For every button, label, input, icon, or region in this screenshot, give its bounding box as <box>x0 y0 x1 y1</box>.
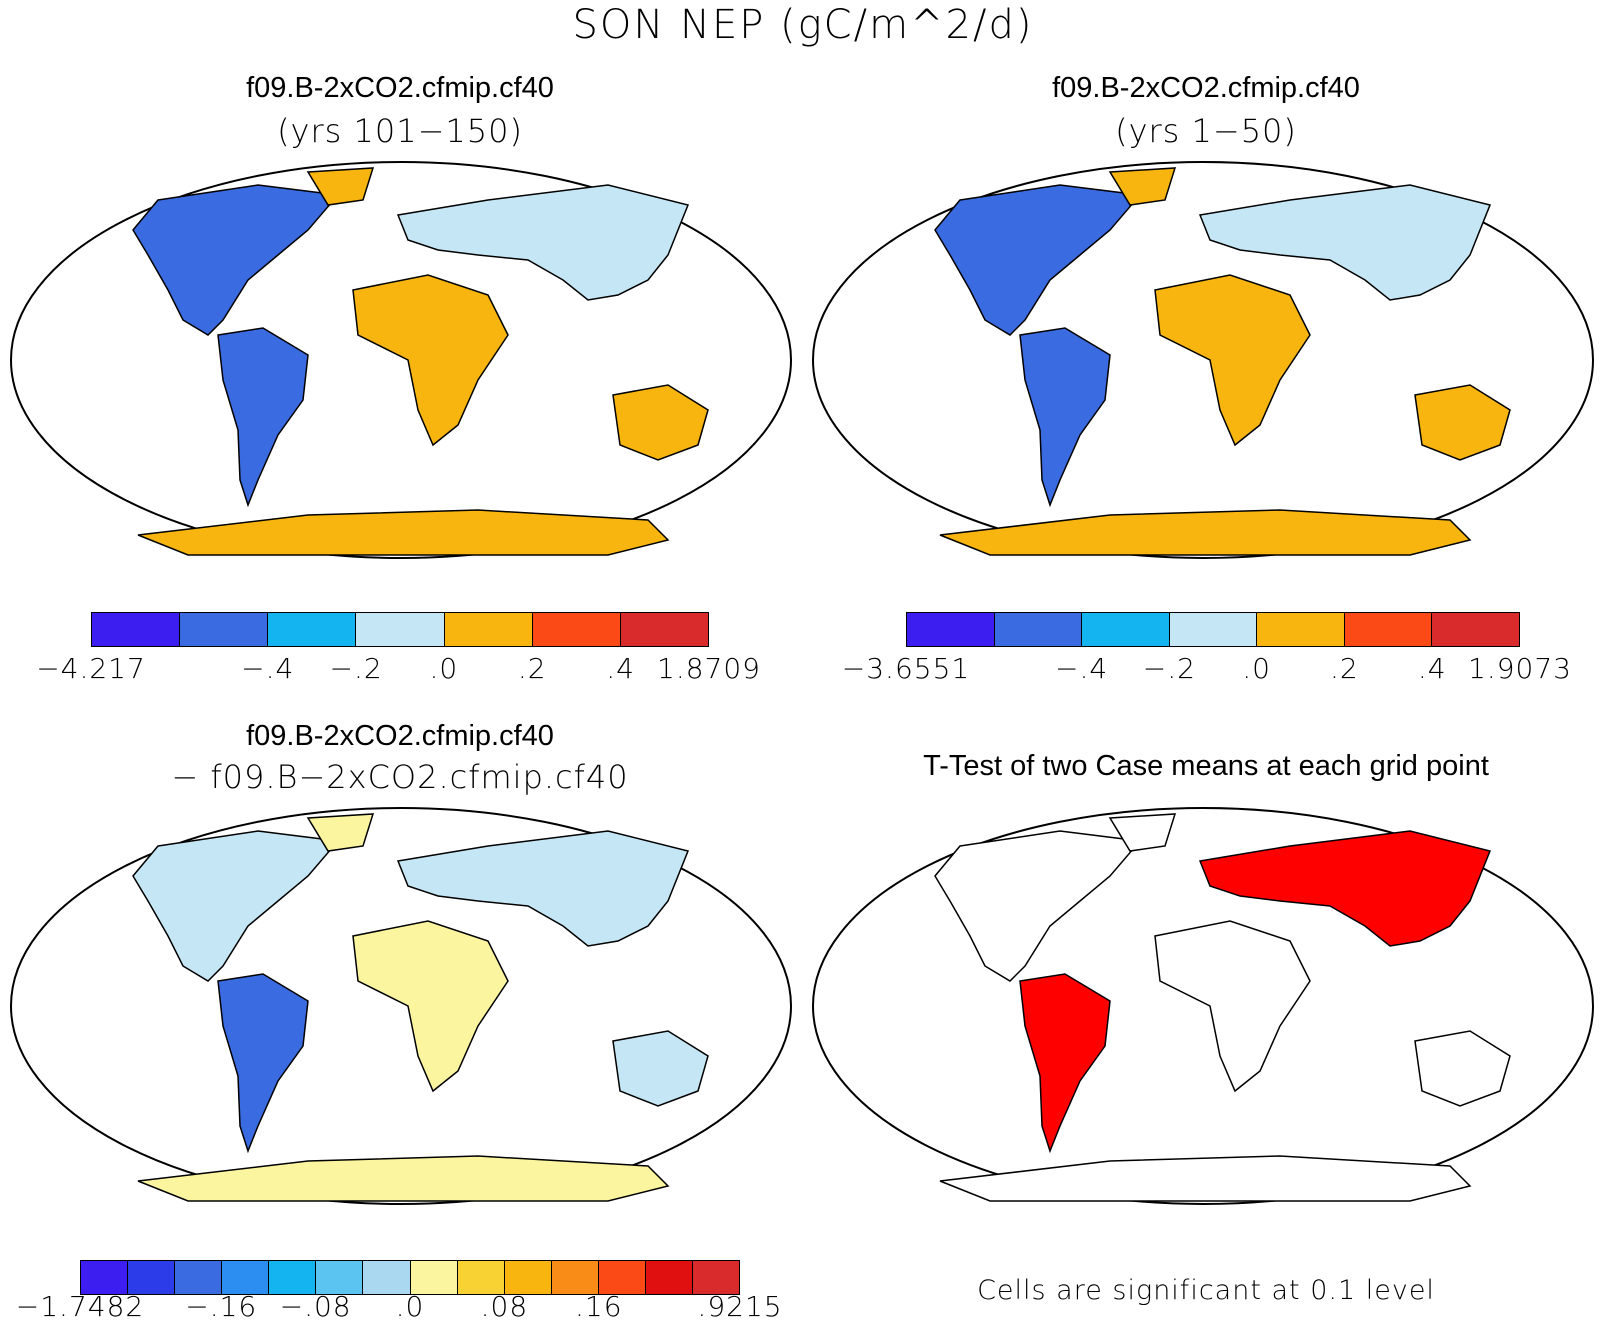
colorbar-swatch <box>1344 613 1433 646</box>
colorbar-swatch <box>444 613 533 646</box>
panel-3-subtitle: − f09.B−2xCO2.cfmip.cf40 <box>171 758 629 796</box>
colorbar-swatch <box>551 1261 599 1294</box>
antarctica-land <box>939 1155 1472 1202</box>
panel-2-colorbar-ticks: −3.6551 −.4 −.2 .0 .2 .4 1.9073 <box>842 652 1571 688</box>
colorbar-tick-label: −.2 <box>1142 652 1196 685</box>
panel-2-colorbar <box>906 612 1520 647</box>
australia-land <box>612 1030 709 1107</box>
australia-land <box>1414 1030 1511 1107</box>
colorbar-tick-label: −.08 <box>279 1290 352 1323</box>
significance-note: Cells are significant at 0.1 level <box>977 1275 1435 1306</box>
colorbar-swatch <box>693 1261 740 1294</box>
colorbar-swatch <box>532 613 621 646</box>
colorbar-tick-label: 1.8709 <box>657 652 761 685</box>
europe-asia-land <box>396 184 690 301</box>
colorbar-tick-label: .0 <box>1242 652 1271 685</box>
antarctica-land <box>137 1155 670 1202</box>
south-america-land <box>217 973 309 1154</box>
colorbar-tick-label: .4 <box>606 652 635 685</box>
europe-asia-land <box>1198 184 1492 301</box>
colorbar-swatch <box>410 1261 458 1294</box>
colorbar-tick-label: −.4 <box>1055 652 1109 685</box>
colorbar-swatch <box>363 1261 411 1294</box>
colorbar-tick-label: −.16 <box>185 1290 258 1323</box>
africa-land <box>1154 920 1311 1093</box>
figure-title: SON NEP (gC/m^2/d) <box>572 2 1034 48</box>
antarctica-land <box>137 509 670 556</box>
colorbar-tick-label: .4 <box>1417 652 1447 685</box>
panel-3-map <box>10 807 792 1205</box>
panel-2-subtitle: (yrs 1−50) <box>1115 112 1297 150</box>
colorbar-tick-label: 1.9073 <box>1468 652 1572 685</box>
panel-2-map <box>812 161 1594 559</box>
colorbar-swatch <box>268 613 357 646</box>
colorbar-swatch <box>1432 613 1520 646</box>
colorbar-swatch <box>620 613 708 646</box>
colorbar-swatch <box>81 1261 129 1294</box>
colorbar-swatch <box>504 1261 552 1294</box>
panel-1-colorbar <box>91 612 709 647</box>
panel-4-map <box>812 807 1594 1205</box>
colorbar-tick-label: .0 <box>429 652 459 685</box>
panel-2-title: f09.B-2xCO2.cfmip.cf40 <box>1052 72 1360 104</box>
colorbar-swatch <box>907 613 995 646</box>
panel-1-map <box>10 161 792 559</box>
panel-1-colorbar-ticks: −4.217 −.4 −.2 .0 .2 .4 1.8709 <box>36 652 760 688</box>
greenland-land <box>1108 167 1177 206</box>
greenland-land <box>306 167 375 206</box>
colorbar-tick-label: −3.6551 <box>841 652 971 685</box>
colorbar-tick-label: −.2 <box>329 652 383 685</box>
colorbar-swatch <box>645 1261 694 1294</box>
colorbar-tick-label: .16 <box>574 1290 623 1323</box>
colorbar-swatch <box>1169 613 1258 646</box>
greenland-land <box>1108 813 1177 852</box>
colorbar-swatch <box>1257 613 1345 646</box>
panel-3-colorbar <box>80 1260 740 1295</box>
colorbar-tick-label: .0 <box>395 1290 425 1323</box>
colorbar-swatch <box>457 1261 505 1294</box>
colorbar-swatch <box>356 613 445 646</box>
antarctica-land <box>939 509 1472 556</box>
colorbar-tick-label: −1.7482 <box>15 1290 145 1323</box>
panel-1-title: f09.B-2xCO2.cfmip.cf40 <box>246 72 554 104</box>
europe-asia-land <box>1198 830 1492 947</box>
africa-land <box>1154 274 1311 447</box>
panel-1-subtitle: (yrs 101−150) <box>277 112 523 150</box>
colorbar-swatch <box>175 1261 223 1294</box>
colorbar-tick-label: −.4 <box>241 652 295 685</box>
colorbar-swatch <box>128 1261 176 1294</box>
colorbar-swatch <box>269 1261 317 1294</box>
colorbar-swatch <box>598 1261 646 1294</box>
greenland-land <box>306 813 375 852</box>
colorbar-tick-label: .08 <box>480 1290 529 1323</box>
australia-land <box>612 384 709 461</box>
europe-asia-land <box>396 830 690 947</box>
south-america-land <box>1019 973 1111 1154</box>
colorbar-swatch <box>222 1261 270 1294</box>
colorbar-swatch <box>92 613 181 646</box>
panel-4-title: T-Test of two Case means at each grid po… <box>923 750 1489 782</box>
colorbar-tick-label: .2 <box>517 652 547 685</box>
colorbar-tick-label: −4.217 <box>36 652 146 685</box>
colorbar-swatch <box>994 613 1083 646</box>
colorbar-tick-label: .9215 <box>697 1290 783 1323</box>
colorbar-swatch <box>316 1261 364 1294</box>
panel-3-title: f09.B-2xCO2.cfmip.cf40 <box>246 720 554 752</box>
south-america-land <box>217 327 309 508</box>
panel-3-colorbar-ticks: −1.7482 −.16 −.08 .0 .08 .16 .9215 <box>16 1290 782 1326</box>
south-america-land <box>1019 327 1111 508</box>
africa-land <box>352 920 509 1093</box>
colorbar-swatch <box>1082 613 1170 646</box>
colorbar-tick-label: .2 <box>1330 652 1359 685</box>
colorbar-swatch <box>180 613 269 646</box>
africa-land <box>352 274 509 447</box>
australia-land <box>1414 384 1511 461</box>
